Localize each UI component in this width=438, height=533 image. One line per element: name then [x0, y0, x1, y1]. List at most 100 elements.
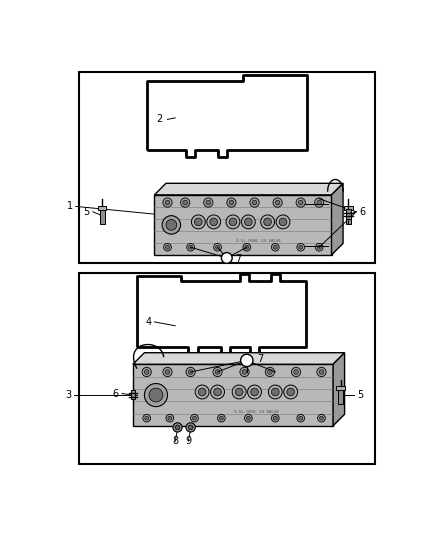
Circle shape: [297, 244, 304, 251]
Circle shape: [244, 218, 252, 226]
Circle shape: [318, 414, 325, 422]
Circle shape: [145, 370, 149, 374]
Bar: [346, 209, 351, 224]
Text: 6: 6: [359, 207, 365, 217]
Bar: [79, 71, 375, 263]
Circle shape: [272, 414, 279, 422]
Circle shape: [194, 218, 202, 226]
Circle shape: [287, 388, 294, 396]
Circle shape: [215, 245, 219, 249]
Circle shape: [164, 244, 171, 251]
Circle shape: [163, 198, 172, 207]
Text: 5: 5: [84, 207, 90, 217]
Circle shape: [252, 200, 257, 205]
Circle shape: [229, 218, 237, 226]
Text: 3: 3: [65, 390, 71, 400]
Circle shape: [214, 244, 221, 251]
Circle shape: [276, 200, 280, 205]
Circle shape: [319, 370, 324, 374]
Circle shape: [168, 416, 172, 420]
Text: 3.5L DOHC 24 VALVE: 3.5L DOHC 24 VALVE: [236, 239, 281, 243]
Circle shape: [251, 388, 258, 396]
Circle shape: [195, 385, 209, 399]
Circle shape: [207, 215, 221, 229]
Circle shape: [247, 385, 261, 399]
Circle shape: [240, 367, 249, 377]
Circle shape: [229, 200, 234, 205]
Circle shape: [232, 385, 246, 399]
Circle shape: [315, 244, 323, 251]
Circle shape: [215, 370, 220, 374]
Circle shape: [272, 244, 279, 251]
Circle shape: [226, 215, 240, 229]
Bar: [98, 206, 106, 210]
Polygon shape: [333, 353, 345, 426]
Circle shape: [273, 245, 277, 249]
Circle shape: [211, 385, 225, 399]
Circle shape: [272, 388, 279, 396]
Polygon shape: [133, 353, 345, 364]
Bar: [155, 195, 332, 255]
Bar: [133, 364, 333, 426]
Circle shape: [265, 367, 275, 377]
Circle shape: [163, 367, 172, 377]
Bar: [131, 390, 135, 399]
Circle shape: [188, 370, 193, 374]
Circle shape: [317, 245, 321, 249]
Circle shape: [165, 200, 170, 205]
Circle shape: [204, 198, 213, 207]
Circle shape: [219, 416, 223, 420]
Circle shape: [273, 198, 282, 207]
Circle shape: [166, 414, 173, 422]
Circle shape: [186, 367, 195, 377]
Circle shape: [268, 370, 272, 374]
Circle shape: [299, 416, 303, 420]
Circle shape: [187, 244, 194, 251]
Circle shape: [317, 367, 326, 377]
Bar: [344, 206, 353, 210]
Text: 9: 9: [185, 436, 191, 446]
Circle shape: [276, 215, 290, 229]
Circle shape: [214, 388, 221, 396]
Circle shape: [213, 367, 222, 377]
Circle shape: [314, 198, 324, 207]
Text: 8: 8: [172, 436, 178, 446]
Circle shape: [245, 245, 249, 249]
Circle shape: [143, 414, 151, 422]
Circle shape: [241, 215, 255, 229]
Bar: [338, 389, 343, 405]
Circle shape: [191, 215, 205, 229]
Circle shape: [294, 370, 298, 374]
Circle shape: [162, 216, 180, 234]
Circle shape: [235, 388, 243, 396]
Bar: [346, 209, 350, 219]
Circle shape: [320, 416, 323, 420]
Circle shape: [317, 200, 321, 205]
Circle shape: [243, 244, 251, 251]
Circle shape: [242, 370, 247, 374]
Circle shape: [261, 215, 275, 229]
Circle shape: [188, 425, 193, 430]
Text: 1: 1: [67, 201, 73, 212]
Circle shape: [291, 367, 301, 377]
Text: 6: 6: [113, 389, 119, 399]
Circle shape: [247, 416, 250, 420]
Circle shape: [210, 218, 218, 226]
Circle shape: [173, 423, 182, 432]
Text: 3.5L DOHC 24 VALVE: 3.5L DOHC 24 VALVE: [233, 410, 279, 414]
Polygon shape: [155, 183, 343, 195]
Text: 7: 7: [235, 254, 241, 264]
Circle shape: [284, 385, 298, 399]
Circle shape: [279, 218, 287, 226]
Circle shape: [299, 245, 303, 249]
Circle shape: [297, 414, 304, 422]
Circle shape: [268, 385, 282, 399]
Circle shape: [166, 245, 170, 249]
Circle shape: [221, 253, 232, 263]
Text: 2: 2: [157, 115, 163, 124]
Circle shape: [240, 354, 253, 367]
Bar: [336, 386, 345, 390]
Circle shape: [166, 220, 177, 230]
Bar: [79, 273, 375, 464]
Bar: [99, 209, 105, 224]
